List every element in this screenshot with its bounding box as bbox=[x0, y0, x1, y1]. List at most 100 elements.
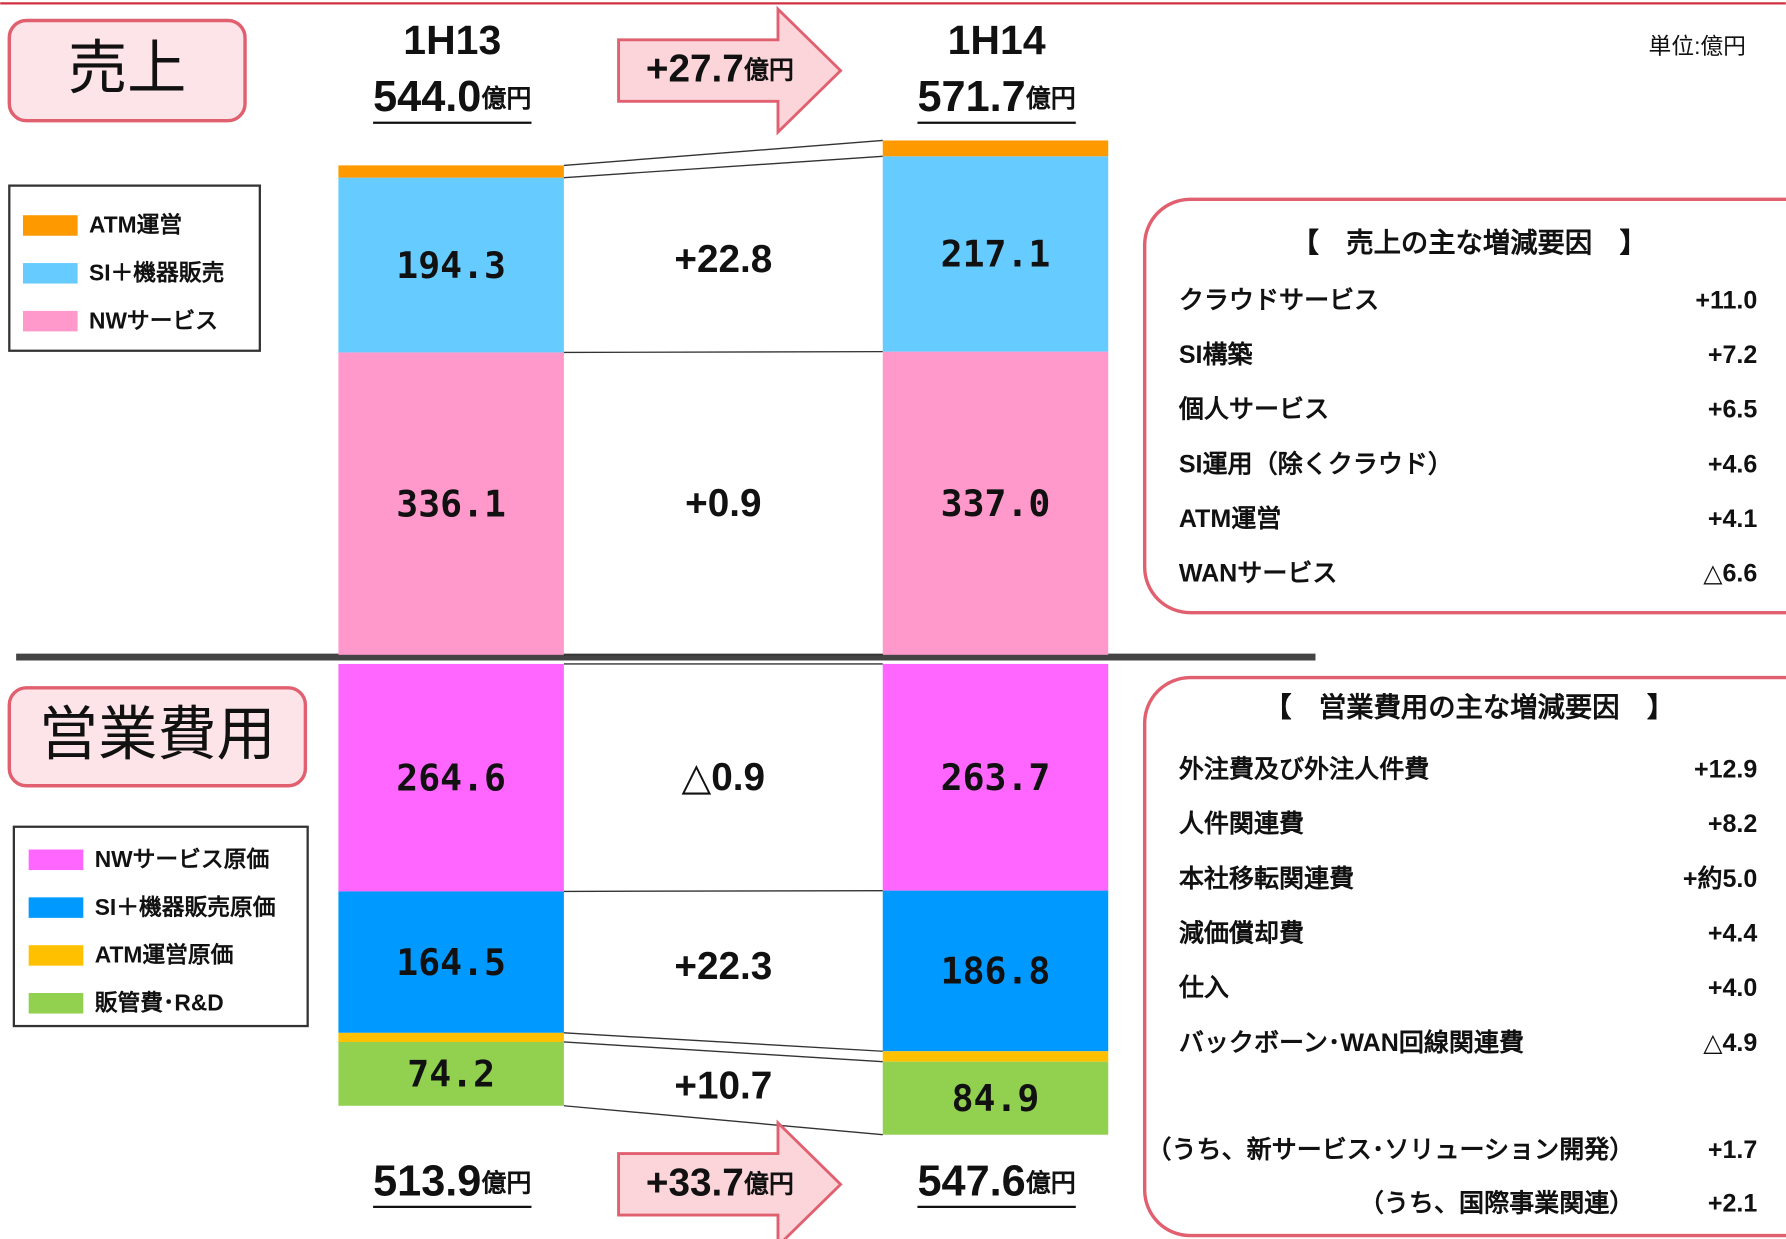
factor-name: ATM運営 bbox=[1179, 505, 1282, 533]
factor-value: △6.6 bbox=[1703, 560, 1757, 588]
segment-label: 337.0 bbox=[941, 482, 1051, 525]
total-connector bbox=[563, 1105, 883, 1136]
bar-segment bbox=[338, 177, 564, 353]
bar-segment bbox=[338, 165, 564, 178]
factor-box bbox=[1142, 675, 1786, 1238]
segment-label: 264.6 bbox=[396, 756, 506, 799]
factor-value: +12.9 bbox=[1694, 756, 1757, 784]
segment-label: 186.8 bbox=[941, 950, 1051, 993]
change-arrow bbox=[617, 5, 843, 136]
total-value: 544.0 bbox=[373, 74, 481, 122]
factor-name: WANサービス bbox=[1179, 560, 1338, 588]
bar-segment bbox=[882, 156, 1109, 352]
factor-name: 減価償却費 bbox=[1179, 920, 1304, 948]
factor-name: 本社移転関連費 bbox=[1179, 864, 1354, 893]
sub-factor-name: （うち、新サービス･ソリューション開発） bbox=[1146, 1135, 1634, 1164]
factor-value: +4.1 bbox=[1708, 505, 1758, 533]
legend-label: ATM運営原価 bbox=[95, 942, 234, 968]
category-label: 1H14 bbox=[948, 17, 1046, 63]
legend-swatch bbox=[22, 263, 78, 284]
change-value: +33.7 bbox=[646, 1162, 744, 1205]
change-label: +22.8 bbox=[674, 238, 772, 281]
bar-segment bbox=[882, 890, 1109, 1052]
chart-title: 売上 bbox=[68, 35, 186, 102]
total-unit: 億円 bbox=[481, 1168, 531, 1197]
change-unit: 億円 bbox=[744, 1169, 794, 1198]
total-unit: 億円 bbox=[1026, 1168, 1076, 1197]
total-unit: 億円 bbox=[481, 84, 531, 113]
factor-name: 人件関連費 bbox=[1179, 810, 1304, 838]
factor-title: 【 営業費用の主な増減要因 】 bbox=[1264, 692, 1674, 723]
factor-name: SI構築 bbox=[1179, 340, 1254, 369]
segment-label: 74.2 bbox=[407, 1053, 495, 1096]
segment-label: 336.1 bbox=[396, 482, 506, 525]
factor-value: +4.6 bbox=[1708, 450, 1758, 478]
factor-name: クラウドサービス bbox=[1179, 286, 1379, 314]
factor-value: +4.0 bbox=[1708, 974, 1757, 1002]
change-label: +22.3 bbox=[674, 945, 772, 988]
legend-swatch bbox=[28, 897, 84, 918]
factor-value: △4.9 bbox=[1703, 1029, 1757, 1057]
change-value: +27.7 bbox=[646, 48, 744, 91]
sub-factor-value: +1.7 bbox=[1708, 1136, 1757, 1164]
total-connector bbox=[563, 139, 883, 167]
legend-swatch bbox=[22, 215, 78, 236]
total-label: 513.9億円 bbox=[373, 1158, 531, 1206]
factor-title: 【 売上の主な増減要因 】 bbox=[1292, 227, 1647, 258]
chart-title: 営業費用 bbox=[39, 701, 276, 768]
bar-segment bbox=[882, 140, 1109, 157]
total-change: +27.7億円 bbox=[646, 48, 794, 91]
factor-name: 仕入 bbox=[1178, 974, 1229, 1002]
legend-swatch bbox=[28, 849, 84, 871]
connector bbox=[563, 1041, 883, 1063]
bar-segment bbox=[882, 663, 1109, 891]
legend-swatch bbox=[22, 310, 78, 332]
change-arrow bbox=[617, 1119, 843, 1239]
title-box bbox=[7, 18, 247, 123]
segment-label: 84.9 bbox=[952, 1077, 1040, 1120]
total-change: +33.7億円 bbox=[646, 1162, 794, 1205]
total-label: 571.7億円 bbox=[917, 74, 1075, 122]
title-box bbox=[7, 686, 308, 788]
bar-segment bbox=[338, 663, 564, 892]
legend-label: SI＋機器販売原価 bbox=[95, 894, 276, 920]
bar-segment bbox=[882, 1051, 1109, 1062]
bar-segment bbox=[338, 352, 564, 655]
factor-name: SI運用（除くクラウド） bbox=[1179, 449, 1453, 478]
segment-label: 194.3 bbox=[396, 244, 506, 287]
total-value: 547.6 bbox=[917, 1158, 1025, 1206]
legend-label: SI＋機器販売 bbox=[89, 259, 224, 285]
legend-label: NWサービス bbox=[89, 307, 218, 333]
factor-value: +7.2 bbox=[1708, 341, 1757, 369]
change-unit: 億円 bbox=[744, 55, 794, 84]
total-value: 571.7 bbox=[917, 74, 1025, 122]
bar-segment bbox=[338, 1032, 564, 1042]
total-label: 544.0億円 bbox=[373, 74, 531, 122]
segment-label: 263.7 bbox=[941, 756, 1051, 799]
connector bbox=[563, 889, 883, 893]
change-label: +0.9 bbox=[685, 482, 761, 525]
factor-name: 外注費及び外注人件費 bbox=[1179, 755, 1429, 784]
factor-value: +約5.0 bbox=[1683, 864, 1758, 893]
factor-value: +4.4 bbox=[1708, 920, 1758, 948]
segment-label: 217.1 bbox=[941, 233, 1051, 276]
bar-segment bbox=[338, 1041, 564, 1106]
legend-label: 販管費･R&D bbox=[95, 989, 224, 1015]
total-label: 547.6億円 bbox=[917, 1158, 1075, 1206]
legend-label: ATM運営 bbox=[89, 212, 182, 238]
connector bbox=[563, 1032, 883, 1052]
change-label: +10.7 bbox=[674, 1065, 772, 1108]
bar-segment bbox=[882, 1061, 1109, 1135]
factor-name: 個人サービス bbox=[1178, 396, 1329, 424]
connector bbox=[563, 350, 883, 354]
sub-factor-name: （うち、国際事業関連） bbox=[1359, 1188, 1635, 1217]
legend-swatch bbox=[28, 945, 84, 966]
unit-note: 単位:億円 bbox=[1649, 33, 1746, 59]
change-label: △0.9 bbox=[682, 756, 766, 799]
factor-value: +11.0 bbox=[1695, 286, 1757, 314]
segment-label: 164.5 bbox=[396, 941, 506, 984]
legend-label: NWサービス原価 bbox=[95, 846, 270, 872]
total-unit: 億円 bbox=[1026, 84, 1076, 113]
connector bbox=[563, 155, 883, 179]
